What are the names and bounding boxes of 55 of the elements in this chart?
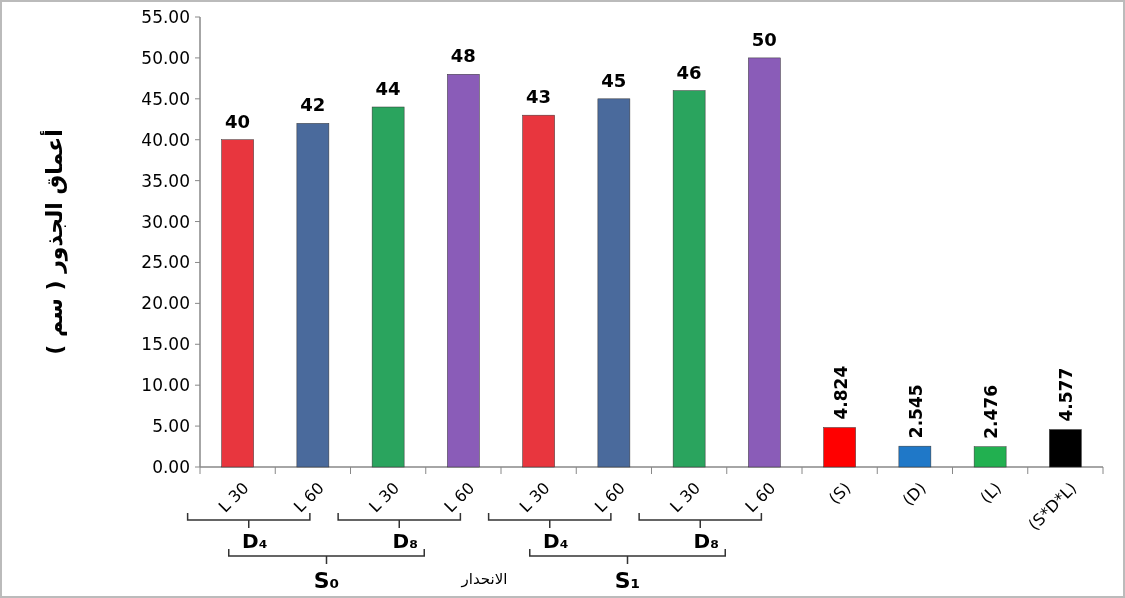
x-tick-label: (S) [825,478,855,508]
data-label: 48 [450,45,476,67]
data-label: 45 [601,69,627,91]
text: D₄ [543,529,569,553]
text: S₁ [614,568,641,593]
y-tick-label: 55.00 [141,7,190,27]
bar [973,446,1007,468]
text: D₈ [392,529,418,553]
y-tick-label: 20.00 [141,293,190,314]
data-label: 40 [225,110,251,132]
data-label: 50 [751,28,777,50]
y-tick-label: 50.00 [141,47,190,68]
bar [1049,429,1082,468]
data-label: 44 [375,78,401,99]
bar [447,74,480,468]
y-tick-label: 15.00 [141,334,190,355]
text: D₄ [242,529,268,553]
bar [296,123,330,468]
bar [898,445,932,468]
data-label: 46 [676,61,702,83]
y-tick-label: 45.00 [141,88,190,109]
data-label: 2.476 [981,384,1002,439]
x-tick-label: L 30 [666,478,704,517]
bar [748,57,781,468]
text: D₈ [693,529,719,553]
x-tick-label: L 60 [741,478,780,517]
y-axis-title: أعماق الجذور ( سم ) [39,129,68,355]
x-tick-label: (L) [976,478,1005,507]
bar [597,98,631,468]
x-tick-label: L 60 [440,478,479,517]
x-tick-label: L 30 [365,478,403,517]
bar [823,427,856,468]
bar [221,139,254,468]
y-tick-label: 5.00 [152,416,190,437]
text: الانحدار [460,570,508,588]
y-tick-label: 0.00 [152,457,190,477]
bar [672,90,706,468]
x-tick-label: L 60 [289,478,328,517]
y-tick-label: 30.00 [141,211,190,232]
y-tick-label: 35.00 [141,170,190,191]
x-tick-label: (D) [898,478,930,510]
data-label: 43 [526,86,552,108]
y-tick-label: 40.00 [141,129,190,150]
data-label: 4.824 [830,365,851,420]
data-label: 2.545 [905,384,926,439]
y-tick-label: 25.00 [141,252,190,273]
y-tick-label: 10.00 [141,375,190,396]
x-tick-label: L 30 [214,478,253,517]
x-tick-label: L 60 [590,478,629,517]
bar [371,106,405,468]
data-label: 42 [300,94,326,116]
data-label: 4.577 [1056,367,1077,422]
x-tick-label: L 30 [515,478,554,517]
bar [522,114,555,468]
text: S₀ [313,568,340,593]
